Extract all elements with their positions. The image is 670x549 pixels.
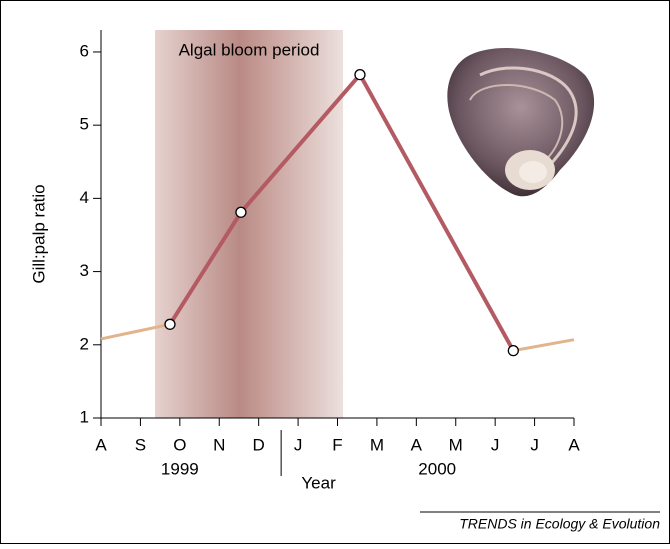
data-point [355, 70, 365, 80]
x-tick-label: N [213, 435, 225, 454]
y-tick-label: 5 [80, 115, 89, 134]
y-axis-title: Gill:palp ratio [29, 184, 48, 283]
x-tick-label: M [370, 435, 384, 454]
x-tick-label: O [173, 435, 186, 454]
x-tick-label: F [332, 435, 342, 454]
span-label: Algal bloom period [179, 40, 320, 59]
y-tick-label: 2 [80, 334, 89, 353]
x-tick-label: J [491, 435, 500, 454]
y-tick-label: 4 [80, 188, 89, 207]
year-label: 1999 [161, 459, 199, 478]
year-label: 2000 [418, 459, 456, 478]
x-axis-title: Year [301, 473, 336, 492]
x-tick-label: J [530, 435, 539, 454]
y-tick-label: 1 [80, 407, 89, 426]
x-tick-label: J [294, 435, 303, 454]
data-point [236, 207, 246, 217]
y-tick-label: 6 [80, 41, 89, 60]
source: TRENDS in Ecology & Evolution [459, 516, 660, 532]
x-tick-label: A [95, 435, 107, 454]
x-tick-label: A [411, 435, 423, 454]
x-tick-label: A [568, 435, 580, 454]
x-tick-label: S [135, 435, 146, 454]
y-tick-label: 3 [80, 261, 89, 280]
x-tick-label: M [449, 435, 463, 454]
data-point [508, 346, 518, 356]
chart: Algal bloom period 1 2 3 4 5 6 A S O N D J F M A M J J A 199… [0, 0, 670, 544]
data-point [165, 319, 175, 329]
shaded-span [155, 30, 343, 418]
x-tick-label: D [253, 435, 265, 454]
page: {"chart_data": {"type": "line", "y_label… [0, 0, 670, 549]
